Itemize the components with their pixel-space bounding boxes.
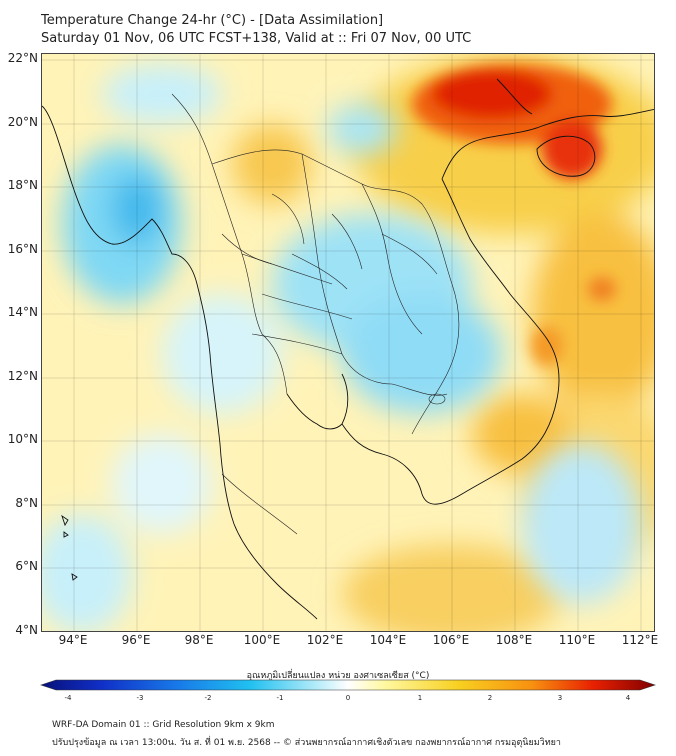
- lat-label-20: 20°N: [7, 115, 38, 129]
- footer-domain-info: WRF-DA Domain 01 :: Grid Resolution 9km …: [52, 720, 275, 730]
- lat-label-18: 18°N: [7, 178, 38, 192]
- colorbar-tick-neg1: -1: [276, 694, 284, 702]
- graticule: [42, 54, 654, 631]
- tonle-sap-lake: [428, 393, 446, 405]
- colorbar-tick-neg4: -4: [64, 694, 72, 702]
- lon-label-104: 104°E: [369, 633, 407, 647]
- lat-label-22: 22°N: [7, 51, 38, 65]
- lon-label-94: 94°E: [58, 633, 88, 647]
- coastlines: [42, 78, 654, 620]
- lat-label-14: 14°N: [7, 305, 38, 319]
- colorbar-tick-neg3: -3: [136, 694, 144, 702]
- map-title: Temperature Change 24-hr (°C) - [Data As…: [41, 13, 384, 28]
- colorbar-tick-4: 4: [625, 694, 631, 702]
- lat-label-10: 10°N: [7, 432, 38, 446]
- lon-label-110: 110°E: [558, 633, 596, 647]
- lat-label-12: 12°N: [7, 369, 38, 383]
- field-warm-areas: [232, 54, 654, 631]
- lat-label-6: 6°N: [15, 559, 38, 573]
- lat-label-16: 16°N: [7, 242, 38, 256]
- lon-label-106: 106°E: [432, 633, 470, 647]
- map-title-block: Temperature Change 24-hr (°C) - [Data As…: [41, 12, 471, 48]
- lat-label-4: 4°N: [15, 623, 38, 637]
- temperature-field-map: [42, 54, 654, 631]
- map-subtitle: Saturday 01 Nov, 06 UTC FCST+138, Valid …: [41, 31, 472, 46]
- colorbar-tick-neg2: -2: [204, 694, 212, 702]
- lon-label-96: 96°E: [121, 633, 151, 647]
- colorbar: [40, 679, 656, 691]
- lon-label-98: 98°E: [184, 633, 214, 647]
- colorbar-tick-1: 1: [417, 694, 423, 702]
- colorbar-title: อุณหภูมิเปลี่ยนแปลง หน่วย องศาเซลเซียส (…: [246, 671, 430, 681]
- lon-label-108: 108°E: [495, 633, 533, 647]
- colorbar-tick-2: 2: [487, 694, 493, 702]
- lon-label-102: 102°E: [306, 633, 344, 647]
- colorbar-tick-3: 3: [557, 694, 563, 702]
- footer-credits: ปรับปรุงข้อมูล ณ เวลา 13:00น. วัน ส. ที่…: [52, 738, 561, 748]
- map-panel[interactable]: [41, 53, 655, 632]
- lat-label-8: 8°N: [15, 496, 38, 510]
- field-cool-areas: [42, 64, 642, 631]
- country-borders: [171, 93, 460, 535]
- colorbar-tick-0: 0: [345, 694, 351, 702]
- lon-label-100: 100°E: [243, 633, 281, 647]
- lon-label-112: 112°E: [621, 633, 659, 647]
- colorbar-gradient: [40, 679, 656, 691]
